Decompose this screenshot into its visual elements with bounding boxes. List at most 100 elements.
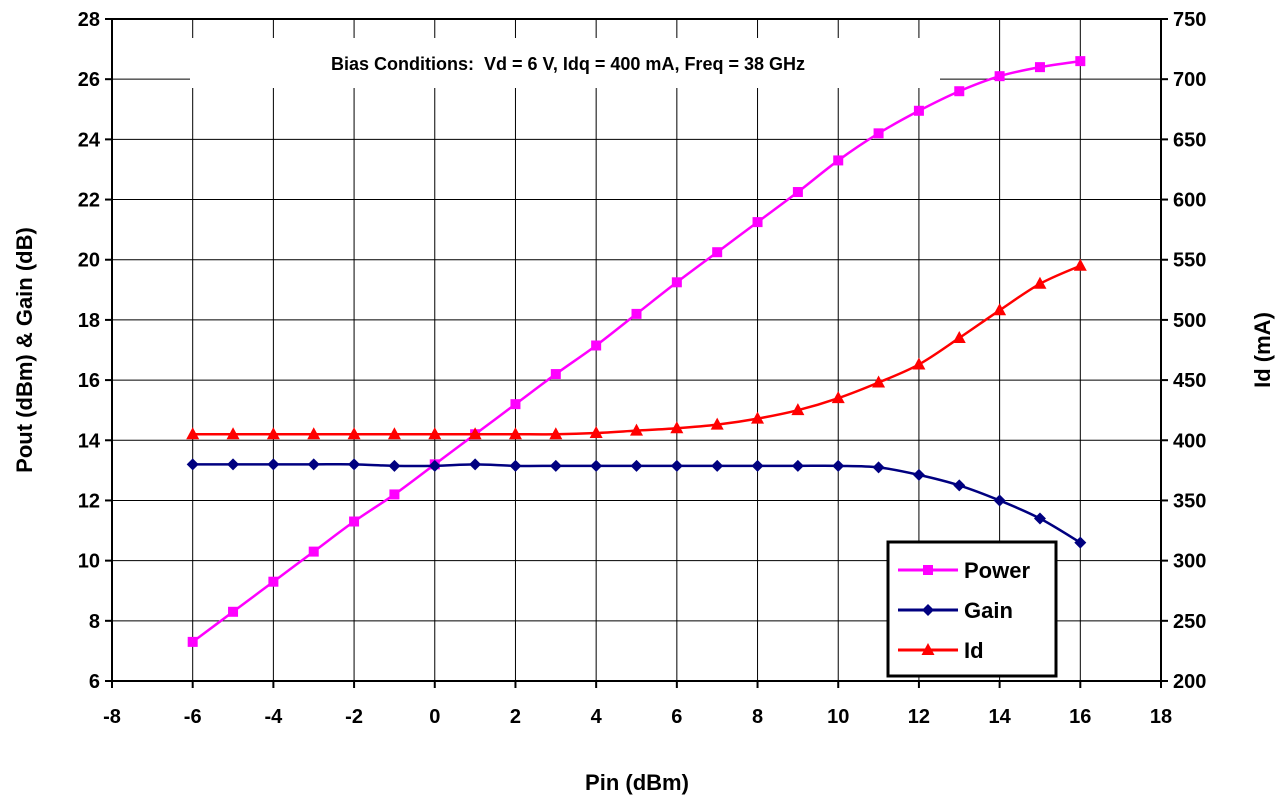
power-point: [389, 489, 400, 500]
y2-tick-label: 200: [1173, 671, 1206, 693]
power-point: [833, 155, 844, 166]
power-point: [792, 187, 803, 198]
x-tick-label: -6: [184, 706, 202, 728]
id-point: [872, 375, 886, 388]
x-axis-label: Pin (dBm): [585, 770, 689, 795]
id-point: [710, 417, 724, 430]
plot-area: [111, 18, 1162, 682]
y2-tick-label: 300: [1173, 551, 1206, 573]
legend-label: Id: [964, 638, 984, 663]
y-tick-label: 22: [78, 190, 100, 212]
id-point: [387, 427, 401, 440]
legend-marker: [923, 565, 933, 575]
x-tick-label: 4: [591, 706, 603, 728]
x-tick-label: 10: [827, 706, 849, 728]
id-line: [192, 264, 1081, 436]
x-tick-label: 16: [1069, 706, 1091, 728]
id-point: [347, 427, 361, 440]
legend-marker: [921, 643, 935, 655]
ticks: -8 -6 -4 -2 0 2 4 6 8 10 12 14 16 1868101214161820222…: [78, 9, 1207, 728]
x-tick-label: 18: [1150, 706, 1172, 728]
power-point: [873, 128, 884, 139]
power-point: [712, 247, 723, 258]
gain-point: [590, 459, 603, 472]
gain-point: [953, 479, 966, 492]
gain-point: [388, 459, 401, 472]
power-point: [349, 516, 360, 527]
legend-label: Power: [964, 558, 1030, 583]
id-point: [508, 427, 522, 440]
y-tick-label: 10: [78, 551, 100, 573]
legend-marker: [922, 604, 934, 616]
power-point: [994, 71, 1005, 82]
power-point: [228, 606, 239, 617]
id-point: [589, 426, 603, 439]
legend-item-power: Power: [898, 558, 1030, 583]
x-tick-label: 0: [429, 706, 440, 728]
gain-point: [348, 458, 361, 471]
x-tick-label: 14: [988, 706, 1011, 728]
power-point: [671, 277, 682, 288]
y-tick-label: 6: [89, 671, 100, 693]
y-tick-label: 24: [78, 129, 101, 151]
id-point: [1033, 276, 1047, 289]
gain-point: [912, 468, 925, 481]
series-gain: [186, 458, 1087, 549]
series-id: [186, 258, 1087, 440]
y2-axis-label: Id (mA): [1250, 312, 1275, 388]
x-tick-label: -8: [103, 706, 121, 728]
annotation: Bias Conditions: Vd = 6 V, Idq = 400 mA,…: [331, 54, 805, 74]
gain-point: [549, 459, 562, 472]
id-point: [791, 403, 805, 416]
power-point: [591, 340, 602, 351]
power-point: [954, 86, 965, 97]
id-point: [186, 427, 200, 440]
x-tick-label: 8: [752, 706, 763, 728]
id-point: [630, 423, 643, 436]
id-point: [266, 427, 280, 440]
y2-tick-label: 450: [1173, 370, 1206, 392]
legend-item-gain: Gain: [898, 598, 1013, 623]
power-point: [187, 636, 198, 647]
x-tick-label: 6: [671, 706, 682, 728]
y2-tick-label: 750: [1173, 9, 1206, 31]
y-tick-label: 16: [78, 370, 100, 392]
id-point: [1073, 258, 1087, 271]
gain-point: [832, 459, 845, 472]
id-point: [670, 421, 684, 434]
id-point: [428, 427, 442, 440]
x-tick-label: 2: [510, 706, 521, 728]
power-point: [631, 308, 642, 319]
gain-point: [307, 458, 320, 471]
id-point: [993, 303, 1007, 316]
y2-tick-label: 700: [1173, 69, 1206, 91]
id-point: [226, 427, 240, 440]
y-axis-label: Pout (dBm) & Gain (dB): [12, 227, 37, 473]
gain-line: [192, 462, 1081, 544]
y2-tick-label: 550: [1173, 250, 1206, 272]
power-point: [268, 576, 279, 587]
y-tick-label: 8: [89, 611, 100, 633]
y2-tick-label: 650: [1173, 129, 1206, 151]
y-tick-label: 26: [78, 69, 100, 91]
power-point: [752, 217, 763, 228]
id-point: [952, 330, 966, 343]
id-point: [751, 411, 765, 424]
gain-point: [428, 459, 441, 472]
id-point: [549, 427, 563, 440]
id-point: [468, 427, 482, 440]
id-point: [831, 391, 845, 404]
y2-tick-label: 250: [1173, 611, 1206, 633]
y-tick-label: 28: [78, 9, 100, 31]
x-tick-label: -2: [345, 706, 363, 728]
y2-tick-label: 400: [1173, 430, 1206, 452]
gain-point: [993, 494, 1006, 507]
gain-point: [630, 459, 643, 472]
power-point: [308, 546, 319, 557]
annotation-background: [190, 38, 940, 88]
x-tick-label: -4: [264, 706, 283, 728]
gain-point: [1074, 536, 1087, 549]
id-point: [912, 357, 926, 370]
gain-point: [670, 459, 683, 472]
